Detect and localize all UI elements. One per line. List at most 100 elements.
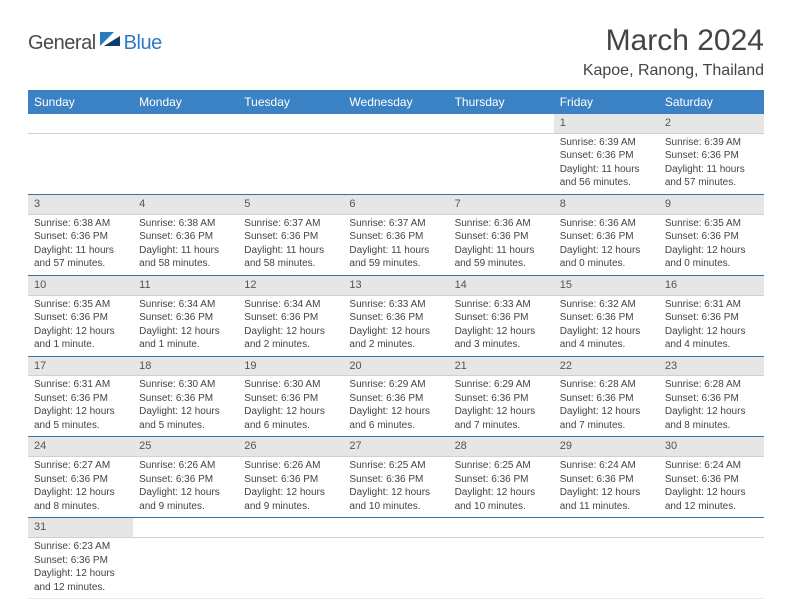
sunrise-text: Sunrise: 6:30 AM <box>244 378 337 392</box>
day-number-cell <box>554 518 659 538</box>
day-data-cell <box>133 538 238 599</box>
day-number-cell: 1 <box>554 114 659 133</box>
day-data-cell <box>133 133 238 194</box>
day-number-cell: 15 <box>554 275 659 295</box>
day-data-cell: Sunrise: 6:34 AMSunset: 6:36 PMDaylight:… <box>238 295 343 356</box>
day-number-cell: 11 <box>133 275 238 295</box>
weekday-header-row: SundayMondayTuesdayWednesdayThursdayFrid… <box>28 90 764 114</box>
sunset-text: Sunset: 6:36 PM <box>560 149 653 163</box>
day-data-row: Sunrise: 6:39 AMSunset: 6:36 PMDaylight:… <box>28 133 764 194</box>
day-number-cell: 31 <box>28 518 133 538</box>
sunset-text: Sunset: 6:36 PM <box>455 230 548 244</box>
day-data-cell <box>343 538 448 599</box>
daylight-text: Daylight: 12 hours and 6 minutes. <box>349 405 442 432</box>
daylight-text: Daylight: 12 hours and 12 minutes. <box>34 567 127 594</box>
day-number-cell <box>133 114 238 133</box>
sunset-text: Sunset: 6:36 PM <box>34 473 127 487</box>
weekday-header: Wednesday <box>343 90 448 114</box>
sunset-text: Sunset: 6:36 PM <box>244 311 337 325</box>
day-data-cell: Sunrise: 6:30 AMSunset: 6:36 PMDaylight:… <box>133 376 238 437</box>
day-number-cell: 25 <box>133 437 238 457</box>
day-data-cell: Sunrise: 6:37 AMSunset: 6:36 PMDaylight:… <box>238 214 343 275</box>
day-data-cell: Sunrise: 6:23 AMSunset: 6:36 PMDaylight:… <box>28 538 133 599</box>
daylight-text: Daylight: 12 hours and 4 minutes. <box>665 325 758 352</box>
day-number-cell: 6 <box>343 194 448 214</box>
day-number-cell: 24 <box>28 437 133 457</box>
sunrise-text: Sunrise: 6:31 AM <box>665 298 758 312</box>
day-data-cell <box>554 538 659 599</box>
sunset-text: Sunset: 6:36 PM <box>34 230 127 244</box>
sunset-text: Sunset: 6:36 PM <box>455 392 548 406</box>
sunrise-text: Sunrise: 6:36 AM <box>560 217 653 231</box>
daylight-text: Daylight: 12 hours and 2 minutes. <box>244 325 337 352</box>
sunrise-text: Sunrise: 6:23 AM <box>34 540 127 554</box>
day-data-cell: Sunrise: 6:32 AMSunset: 6:36 PMDaylight:… <box>554 295 659 356</box>
daylight-text: Daylight: 12 hours and 9 minutes. <box>244 486 337 513</box>
day-data-cell: Sunrise: 6:35 AMSunset: 6:36 PMDaylight:… <box>28 295 133 356</box>
sunset-text: Sunset: 6:36 PM <box>560 392 653 406</box>
sunrise-text: Sunrise: 6:38 AM <box>34 217 127 231</box>
sunrise-text: Sunrise: 6:33 AM <box>349 298 442 312</box>
sunset-text: Sunset: 6:36 PM <box>139 473 232 487</box>
daylight-text: Daylight: 12 hours and 8 minutes. <box>34 486 127 513</box>
sunset-text: Sunset: 6:36 PM <box>560 473 653 487</box>
day-number-cell: 19 <box>238 356 343 376</box>
day-number-cell <box>238 114 343 133</box>
daylight-text: Daylight: 12 hours and 5 minutes. <box>139 405 232 432</box>
daylight-text: Daylight: 11 hours and 56 minutes. <box>560 163 653 190</box>
sunset-text: Sunset: 6:36 PM <box>665 392 758 406</box>
day-data-cell <box>343 133 448 194</box>
day-number-cell: 7 <box>449 194 554 214</box>
daylight-text: Daylight: 12 hours and 10 minutes. <box>455 486 548 513</box>
logo-text-general: General <box>28 32 96 55</box>
sunrise-text: Sunrise: 6:29 AM <box>349 378 442 392</box>
sunrise-text: Sunrise: 6:39 AM <box>560 136 653 150</box>
logo-text-blue: Blue <box>124 32 162 55</box>
day-number-cell: 5 <box>238 194 343 214</box>
day-data-cell: Sunrise: 6:31 AMSunset: 6:36 PMDaylight:… <box>659 295 764 356</box>
day-number-cell <box>133 518 238 538</box>
day-data-cell: Sunrise: 6:37 AMSunset: 6:36 PMDaylight:… <box>343 214 448 275</box>
sunrise-text: Sunrise: 6:28 AM <box>560 378 653 392</box>
daylight-text: Daylight: 11 hours and 57 minutes. <box>34 244 127 271</box>
daylight-text: Daylight: 12 hours and 12 minutes. <box>665 486 758 513</box>
sunrise-text: Sunrise: 6:39 AM <box>665 136 758 150</box>
day-number-cell <box>28 114 133 133</box>
logo: General Blue <box>28 24 162 55</box>
day-number-cell: 21 <box>449 356 554 376</box>
sunset-text: Sunset: 6:36 PM <box>665 230 758 244</box>
day-number-cell <box>238 518 343 538</box>
day-data-cell: Sunrise: 6:33 AMSunset: 6:36 PMDaylight:… <box>449 295 554 356</box>
day-data-cell: Sunrise: 6:33 AMSunset: 6:36 PMDaylight:… <box>343 295 448 356</box>
day-data-cell: Sunrise: 6:27 AMSunset: 6:36 PMDaylight:… <box>28 457 133 518</box>
day-data-cell: Sunrise: 6:26 AMSunset: 6:36 PMDaylight:… <box>133 457 238 518</box>
day-number-cell: 8 <box>554 194 659 214</box>
weekday-header: Monday <box>133 90 238 114</box>
daylight-text: Daylight: 11 hours and 59 minutes. <box>349 244 442 271</box>
day-data-cell <box>238 133 343 194</box>
month-title: March 2024 <box>583 24 764 58</box>
day-data-cell: Sunrise: 6:26 AMSunset: 6:36 PMDaylight:… <box>238 457 343 518</box>
day-number-cell <box>659 518 764 538</box>
day-data-cell: Sunrise: 6:24 AMSunset: 6:36 PMDaylight:… <box>554 457 659 518</box>
day-data-cell: Sunrise: 6:38 AMSunset: 6:36 PMDaylight:… <box>133 214 238 275</box>
day-data-cell <box>238 538 343 599</box>
day-number-row: 31 <box>28 518 764 538</box>
daylight-text: Daylight: 12 hours and 8 minutes. <box>665 405 758 432</box>
daylight-text: Daylight: 12 hours and 1 minute. <box>139 325 232 352</box>
sunset-text: Sunset: 6:36 PM <box>244 230 337 244</box>
day-number-cell: 2 <box>659 114 764 133</box>
day-number-row: 12 <box>28 114 764 133</box>
weekday-header: Sunday <box>28 90 133 114</box>
sunset-text: Sunset: 6:36 PM <box>244 392 337 406</box>
day-data-cell: Sunrise: 6:36 AMSunset: 6:36 PMDaylight:… <box>449 214 554 275</box>
sunrise-text: Sunrise: 6:33 AM <box>455 298 548 312</box>
day-number-cell <box>449 518 554 538</box>
day-data-cell: Sunrise: 6:36 AMSunset: 6:36 PMDaylight:… <box>554 214 659 275</box>
sunset-text: Sunset: 6:36 PM <box>349 311 442 325</box>
page-header: General Blue March 2024 Kapoe, Ranong, T… <box>28 24 764 80</box>
day-number-cell: 29 <box>554 437 659 457</box>
day-number-row: 3456789 <box>28 194 764 214</box>
day-number-cell <box>343 518 448 538</box>
sunrise-text: Sunrise: 6:35 AM <box>34 298 127 312</box>
